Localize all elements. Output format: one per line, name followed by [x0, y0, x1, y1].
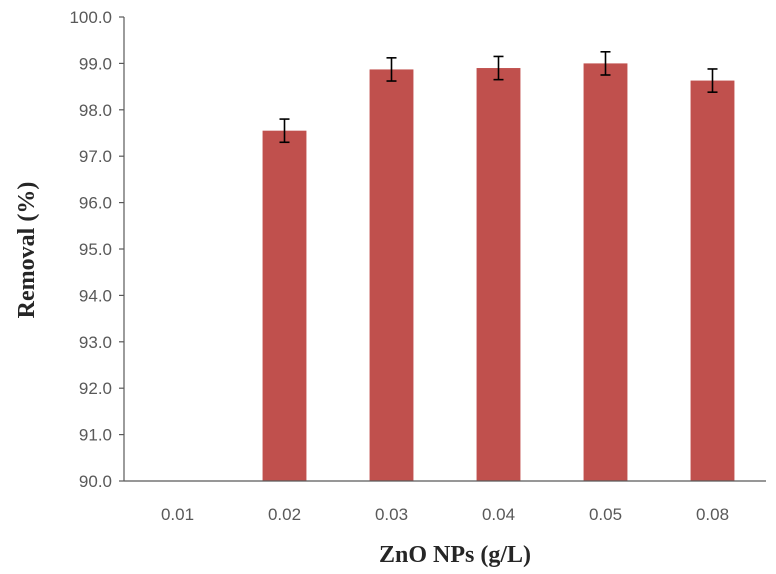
y-tick-label: 98.0 — [79, 101, 112, 120]
x-tick-label: 0.03 — [375, 505, 408, 524]
error-bar-0.08 — [707, 68, 718, 93]
x-tick-label: 0.01 — [161, 505, 194, 524]
error-bar-0.02 — [279, 118, 290, 144]
error-bars — [279, 50, 718, 144]
y-tick-label: 94.0 — [79, 286, 112, 305]
y-tick-label: 96.0 — [79, 194, 112, 213]
y-tick-label: 90.0 — [79, 472, 112, 491]
y-tick-label: 92.0 — [79, 379, 112, 398]
y-tick-label: 99.0 — [79, 54, 112, 73]
bar-0.03 — [369, 69, 414, 481]
error-bar-0.04 — [493, 55, 504, 81]
bar-0.04 — [476, 68, 521, 481]
y-tick-label: 97.0 — [79, 147, 112, 166]
bar-0.05 — [583, 63, 628, 482]
y-tick-label: 100.0 — [69, 8, 112, 27]
x-axis-ticks: 0.01 0.02 0.03 0.04 0.05 0.08 — [161, 505, 729, 524]
bars — [262, 63, 735, 482]
error-bar-0.03 — [386, 57, 397, 82]
x-tick-label: 0.05 — [589, 505, 622, 524]
y-tick-label: 91.0 — [79, 426, 112, 445]
bar-0.08 — [690, 80, 735, 482]
y-axis-ticks: 90.0 91.0 92.0 93.0 94.0 95.0 96.0 97.0 98.0 99.0… — [69, 8, 124, 491]
x-tick-label: 0.04 — [482, 505, 515, 524]
bar-0.02 — [262, 130, 307, 481]
x-tick-label: 0.02 — [268, 505, 301, 524]
y-tick-label: 93.0 — [79, 333, 112, 352]
x-tick-label: 0.08 — [696, 505, 729, 524]
error-bar-0.05 — [600, 50, 611, 76]
x-axis-title: ZnO NPs (g/L) — [379, 542, 531, 568]
y-axis-title: Removal (%) — [14, 182, 40, 319]
y-tick-label: 95.0 — [79, 240, 112, 259]
